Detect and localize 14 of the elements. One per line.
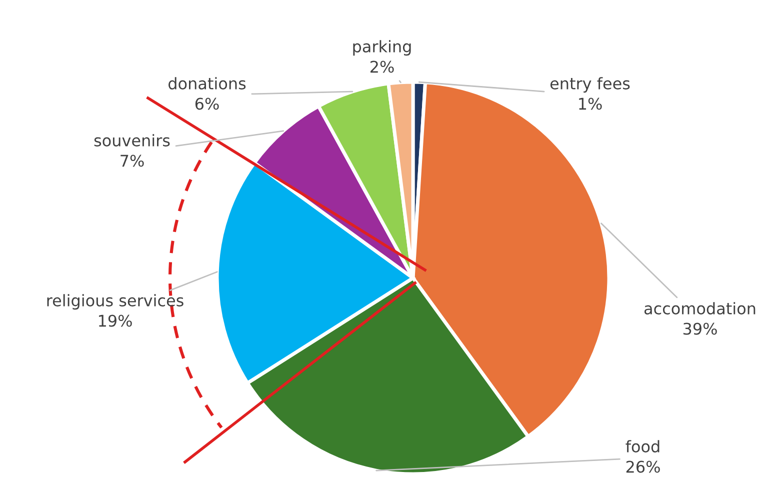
data-label: 26% xyxy=(626,460,660,473)
slice-label: accomodation xyxy=(644,302,756,314)
slice-label: parking xyxy=(353,40,411,56)
slice-label: food xyxy=(626,440,660,452)
slice-label: entry fees xyxy=(550,77,630,93)
data-label: 19% xyxy=(99,314,132,327)
slice-label: souvenirs xyxy=(94,134,170,146)
data-label: 2% xyxy=(370,60,394,73)
slice-label: religious services xyxy=(47,294,184,310)
data-label: 7% xyxy=(120,154,144,167)
data-label: 39% xyxy=(683,322,717,335)
data-label: 6% xyxy=(195,98,219,110)
data-label: 1% xyxy=(579,98,602,110)
slice-label: donations xyxy=(168,77,246,90)
